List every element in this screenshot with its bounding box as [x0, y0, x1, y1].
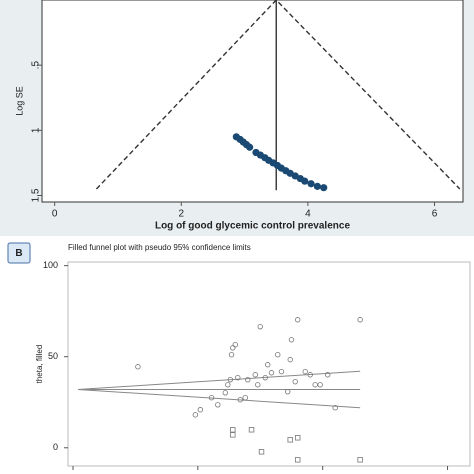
point — [324, 372, 331, 378]
point — [295, 457, 301, 463]
point — [227, 376, 233, 383]
point — [258, 449, 265, 455]
y-tick-label: 1.5 — [31, 188, 42, 202]
point — [292, 378, 298, 385]
point — [135, 364, 141, 370]
point — [230, 432, 236, 438]
point — [230, 427, 236, 433]
point — [228, 352, 235, 358]
point — [237, 397, 243, 403]
plot-area — [67, 261, 471, 467]
point — [287, 356, 293, 363]
panel-label: B — [15, 248, 22, 259]
point — [248, 427, 255, 433]
point — [252, 372, 258, 378]
x-tick-label: 6 — [432, 209, 438, 220]
line — [95, 0, 461, 190]
point — [192, 412, 199, 418]
y-tick-label: 0 — [53, 442, 58, 452]
x-axis-label: Log of good glycemic control prevalence — [155, 221, 350, 232]
point — [320, 184, 328, 192]
point — [357, 457, 363, 463]
point — [295, 317, 301, 323]
point — [285, 388, 291, 395]
plot-area — [41, 0, 464, 203]
chart-title: Filled funnel plot with pseudo 95% confi… — [68, 243, 251, 252]
point — [257, 323, 263, 330]
point — [232, 341, 238, 348]
point — [313, 182, 321, 190]
point — [275, 352, 281, 358]
point — [265, 362, 271, 368]
point — [357, 317, 363, 323]
point — [208, 394, 215, 401]
y-tick-label: 1 — [31, 127, 42, 133]
point — [332, 405, 338, 411]
point — [287, 437, 293, 443]
point — [235, 374, 241, 381]
point — [245, 376, 251, 383]
point — [278, 368, 285, 375]
y-axis-label: theta, filled — [35, 345, 44, 384]
point — [246, 143, 254, 151]
line — [77, 370, 361, 390]
line — [77, 389, 361, 409]
x-tick-label: 0 — [52, 209, 58, 220]
point — [268, 370, 275, 376]
y-axis-label: Log SE — [14, 86, 24, 116]
point — [262, 374, 268, 381]
x-tick-label: 4 — [305, 209, 311, 220]
point — [255, 382, 261, 388]
point — [307, 180, 315, 188]
point — [197, 407, 204, 413]
point — [307, 372, 313, 378]
point — [242, 394, 248, 401]
panel-badge — [7, 242, 31, 264]
point — [288, 337, 295, 343]
y-tick-label: .5 — [31, 61, 42, 70]
y-tick-label: 100 — [43, 260, 58, 270]
point — [225, 382, 231, 388]
point — [295, 435, 301, 441]
x-tick-label: 2 — [178, 209, 184, 220]
point — [302, 368, 308, 375]
y-tick-label: 50 — [48, 351, 58, 361]
point — [317, 382, 323, 388]
point — [301, 177, 309, 185]
point — [215, 402, 221, 408]
point — [222, 390, 229, 396]
